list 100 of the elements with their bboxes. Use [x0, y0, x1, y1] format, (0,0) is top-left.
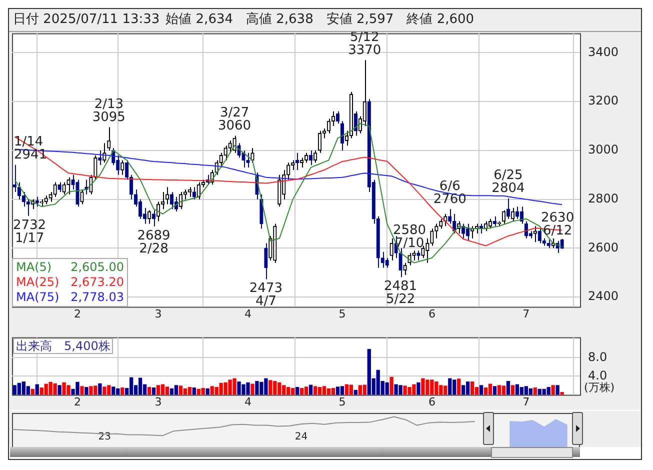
y-tick-label: 2800 [588, 191, 619, 206]
bar [58, 385, 62, 395]
candlestick [188, 186, 192, 198]
chart-title: 出来高 5,400株 [13, 338, 114, 354]
candlestick [80, 189, 84, 205]
bar [250, 384, 254, 395]
candlestick [398, 248, 402, 278]
bar [165, 386, 170, 395]
bar [349, 384, 354, 395]
candlestick [538, 228, 542, 244]
candlestick [434, 223, 438, 239]
annotation: 2,778.03 [70, 290, 124, 305]
bar [326, 388, 331, 395]
bar [556, 385, 560, 395]
bar [492, 386, 497, 395]
y-tick-label: 3200 [588, 94, 619, 108]
candlestick [510, 207, 515, 222]
candlestick [107, 126, 111, 151]
candlestick [35, 196, 39, 208]
bar [479, 385, 484, 395]
annotation: 6/6 2760 [433, 178, 466, 207]
candlestick [102, 142, 106, 164]
y-axis-title: (万株) [584, 380, 615, 395]
x-tick-label: 2 [74, 307, 82, 320]
bar [488, 384, 492, 395]
annotation: 2/13 3095 [92, 97, 126, 126]
chart-subtitle: 始値 2,634 高値 2,638 安値 2,597 終値 2,600 [166, 12, 474, 27]
candlestick [242, 150, 246, 168]
bar [336, 386, 340, 395]
chart-title: 日付 2025/07/11 13:33 [13, 12, 160, 27]
bar [533, 388, 537, 395]
bar [331, 388, 336, 395]
bar [462, 385, 466, 395]
bar [502, 386, 506, 395]
bar [53, 383, 57, 395]
y-tick-label: 3000 [588, 142, 619, 157]
bar [506, 381, 510, 395]
bar [102, 386, 106, 395]
x-tick-label: 24 [294, 432, 308, 443]
y-tick-label: 2600 [588, 240, 619, 254]
x-tick-label: 3 [154, 307, 162, 320]
bar [344, 384, 349, 395]
annotation: 6/25 2804 [492, 168, 525, 196]
bar [188, 387, 192, 395]
candlestick [336, 110, 340, 124]
candlestick [58, 182, 62, 192]
x-tick-label: 4 [244, 395, 252, 408]
candlestick [260, 194, 264, 230]
x-tick-label: 4 [244, 307, 252, 320]
candlestick [313, 150, 318, 164]
candlestick [502, 210, 506, 224]
x-tick-label: 2 [74, 395, 82, 408]
bar [510, 385, 515, 395]
candlestick [147, 210, 152, 224]
annotation: 2473 4/7 [249, 281, 282, 310]
bar [183, 388, 188, 395]
bar [300, 388, 304, 395]
bar [84, 387, 88, 395]
bar [385, 382, 389, 395]
annotation: 2,605.00 [70, 260, 124, 275]
candlestick [250, 148, 254, 164]
annotation: 2689 2/28 [137, 228, 170, 256]
bar [201, 388, 205, 395]
bar [497, 385, 502, 395]
bar [515, 384, 520, 395]
candlestick [76, 179, 80, 208]
x-tick-label: 7 [522, 307, 530, 320]
bar [470, 381, 474, 395]
candlestick [403, 262, 407, 276]
annotation: 2,673.20 [70, 274, 124, 290]
y-tick-label: 2400 [588, 289, 619, 304]
candlestick [318, 130, 322, 154]
annotation: 2732 1/17 [12, 218, 46, 246]
annotation: 3/27 3060 [218, 106, 252, 134]
candlestick [246, 152, 250, 168]
y-tick-label: 8.0 [588, 350, 608, 364]
bar [390, 376, 394, 395]
bar [170, 388, 174, 395]
annotation: 2481 5/22 [384, 279, 418, 308]
bar [192, 388, 196, 395]
bar [546, 387, 550, 395]
bar [206, 388, 210, 395]
bar [160, 384, 165, 395]
x-tick-label: 6 [428, 307, 436, 320]
bar [174, 385, 178, 395]
bar [80, 386, 84, 395]
candlestick [116, 154, 120, 176]
x-tick-label: 7 [522, 395, 530, 408]
bar [313, 386, 318, 395]
candlestick [466, 223, 470, 242]
candlestick [224, 145, 228, 161]
bar [520, 387, 524, 395]
bar [528, 388, 532, 395]
bar [178, 386, 183, 395]
x-tick-label: 5 [338, 307, 346, 320]
candlestick [98, 150, 102, 166]
x-tick-label: 5 [338, 395, 346, 408]
y-tick-label: 4.0 [588, 368, 608, 382]
bar [17, 382, 22, 395]
bar [156, 385, 160, 395]
